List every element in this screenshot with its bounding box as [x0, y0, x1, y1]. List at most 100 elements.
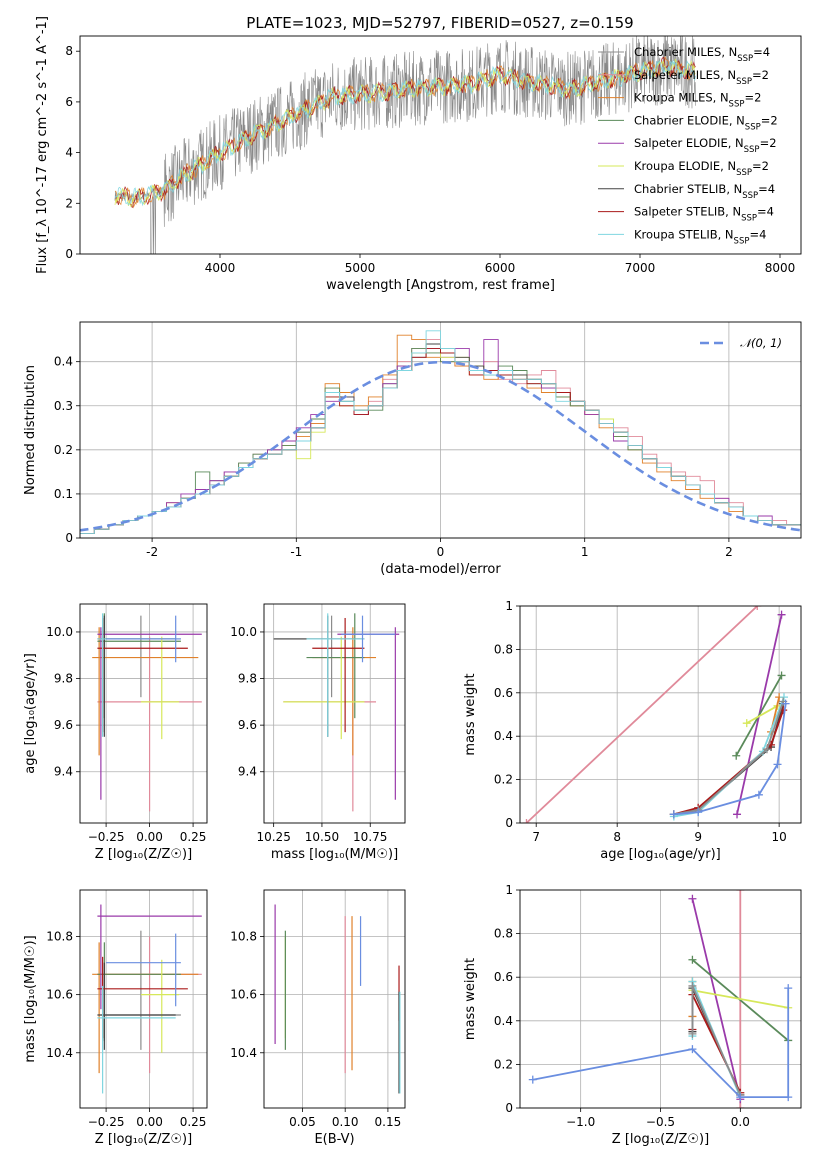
axes-frame [263, 889, 406, 1109]
axes-frame [263, 603, 406, 824]
axes-frame [79, 889, 208, 1109]
axes-frame [79, 603, 208, 824]
panel-mass-weight-vs-Z: −1.0 −0.5 0.0 0 0.2 0.4 0.6 0.8 1 Z [log₁₀(Z/Z☉)]… [463, 883, 802, 1147]
panel-mass-weight-vs-age: 7 8 9 10 0 0.2 0.4 0.6 0.8 1 age [log₁₀(age/yr)] ma… [463, 599, 802, 862]
weight-marker [777, 610, 786, 619]
y-tick-label: 0.4 [54, 355, 73, 369]
weight-marker [754, 790, 763, 799]
x-tick-label: −0.5 [646, 1115, 675, 1129]
y-tick-label: 10.4 [230, 1046, 257, 1060]
y-tick-label: 0.2 [494, 773, 513, 787]
weight-marker [736, 1093, 745, 1102]
legend-subscript: SSP [744, 145, 760, 155]
y-tick-label: 10.6 [230, 988, 257, 1002]
weight-line-kroupa-elodie [746, 705, 778, 724]
plot-area-age-vs-Z [92, 613, 202, 812]
plot-area-spectrum [114, 36, 696, 254]
weight-marker [742, 719, 751, 728]
x-tick-label: 0.0 [731, 1115, 750, 1129]
x-tick-label: 0.25 [180, 830, 207, 844]
weight-marker [688, 981, 697, 990]
x-tick-label: 8000 [765, 261, 796, 275]
ticks-mass-vs-Z: −0.25 0.00 0.25 10.4 10.6 10.8 [46, 930, 206, 1129]
x-tick-label: -1 [290, 545, 302, 559]
y-tick-label: 0.6 [494, 686, 513, 700]
x-tick-label: 10 [771, 830, 786, 844]
x-tick-label: 1 [581, 545, 589, 559]
x-axis-label: Z [log₁₀(Z/Z☉)] [95, 1132, 192, 1147]
ticks-spectrum: 4000 5000 6000 7000 8000 0 2 4 6 8 [65, 44, 795, 275]
x-tick-label: 0.25 [180, 1115, 207, 1129]
y-tick-label: 0 [65, 247, 73, 261]
x-tick-label: 9 [694, 830, 702, 844]
x-tick-label: −1.0 [566, 1115, 595, 1129]
y-tick-label: 8 [65, 44, 73, 58]
y-tick-label: 0.8 [494, 927, 513, 941]
ticks-age-vs-mass: 10.25 10.50 10.75 9.4 9.6 9.8 10.0 [230, 625, 387, 844]
legend-subscript: SSP [741, 214, 757, 224]
y-axis-label: age [log₁₀(age/yr)] [23, 653, 38, 774]
x-tick-label: 0.10 [332, 1115, 359, 1129]
y-axis-label: Flux [f_λ 10^-17 erg cm^-2 s^-1 A^-1] [35, 16, 50, 274]
panel-mass-vs-Z: −0.25 0.00 0.25 10.4 10.6 10.8 Z [log₁₀(Z/Z☉)]… [23, 889, 208, 1147]
y-tick-label: 0.2 [54, 443, 73, 457]
weight-line-salpeter-stelib [673, 709, 785, 816]
y-tick-label: 9.8 [54, 672, 73, 686]
x-tick-label: 10.75 [353, 830, 387, 844]
legend-equals: =2 [761, 113, 778, 127]
legend-equals: =4 [749, 227, 766, 241]
legend-subscript: SSP [734, 236, 750, 246]
weight-marker [779, 693, 788, 702]
model-spectrum-kroupa-miles [114, 55, 696, 209]
panel-mass-vs-EBV: 0.05 0.10 0.15 10.4 10.6 10.8 E(B-V) [230, 889, 406, 1147]
y-tick-label: 0 [505, 1101, 513, 1115]
weight-marker [688, 894, 697, 903]
weight-line-kroupa-elodie [692, 989, 789, 1009]
model-spectrum-salpeter-stelib [114, 56, 696, 208]
legend-residuals: 𝒩(0, 1) [700, 336, 782, 350]
weight-marker [688, 955, 697, 964]
panel-residuals: -2 -1 0 1 2 0 0.1 0.2 0.3 0.4 (data-model)/error No… [23, 321, 802, 577]
y-tick-label: 0 [505, 816, 513, 830]
x-tick-label: 0.05 [289, 1115, 316, 1129]
axes-frame [79, 35, 802, 255]
figure-title: PLATE=1023, MJD=52797, FIBERID=0527, z=0… [246, 14, 633, 32]
y-tick-label: 0 [65, 531, 73, 545]
panel-age-vs-mass: 10.25 10.50 10.75 9.4 9.6 9.8 10.0 mass [log₁₀(… [230, 603, 406, 862]
y-tick-label: 1 [505, 599, 513, 613]
y-tick-label: 10.0 [46, 625, 73, 639]
x-axis-label: Z [log₁₀(Z/Z☉)] [95, 847, 192, 862]
weight-marker [688, 1045, 697, 1054]
y-axis-label: Normed distribution [23, 365, 38, 495]
weight-marker [733, 810, 742, 819]
plot-area-mass-weight-vs-age [522, 606, 790, 823]
axes-frame [79, 321, 802, 539]
legend-equals: =4 [758, 182, 775, 196]
axes-frame [519, 889, 802, 1109]
plot-area-age-vs-mass [273, 613, 400, 812]
weight-marker [773, 760, 782, 769]
x-axis-label: mass [log₁₀(M/M☉)] [271, 847, 398, 862]
plot-area-mass-vs-EBV [274, 904, 401, 1094]
y-tick-label: 4 [65, 146, 73, 160]
weight-marker [736, 890, 745, 894]
y-tick-label: 9.6 [54, 718, 73, 732]
y-tick-label: 9.4 [54, 765, 73, 779]
y-tick-label: 0.4 [494, 729, 513, 743]
x-axis-label: wavelength [Angstrom, rest frame] [326, 278, 555, 293]
model-spectrum-kroupa-stelib [114, 59, 696, 207]
normal-distribution-curve [80, 360, 801, 532]
weight-marker [688, 1029, 697, 1038]
ticks-mass-weight-vs-age: 7 8 9 10 0 0.2 0.4 0.6 0.8 1 [494, 599, 787, 844]
legend-equals: =2 [752, 159, 769, 173]
legend-subscript: SSP [736, 77, 752, 87]
legend-subscript: SSP [736, 168, 752, 178]
x-axis-label: E(B-V) [314, 1132, 354, 1147]
legend-equals: =2 [760, 136, 777, 150]
weight-marker [732, 751, 741, 760]
weight-marker [736, 1104, 745, 1108]
grid-age-vs-mass [264, 604, 405, 823]
weight-marker [528, 1075, 537, 1084]
grid-mass-weight-vs-Z [520, 889, 801, 1109]
